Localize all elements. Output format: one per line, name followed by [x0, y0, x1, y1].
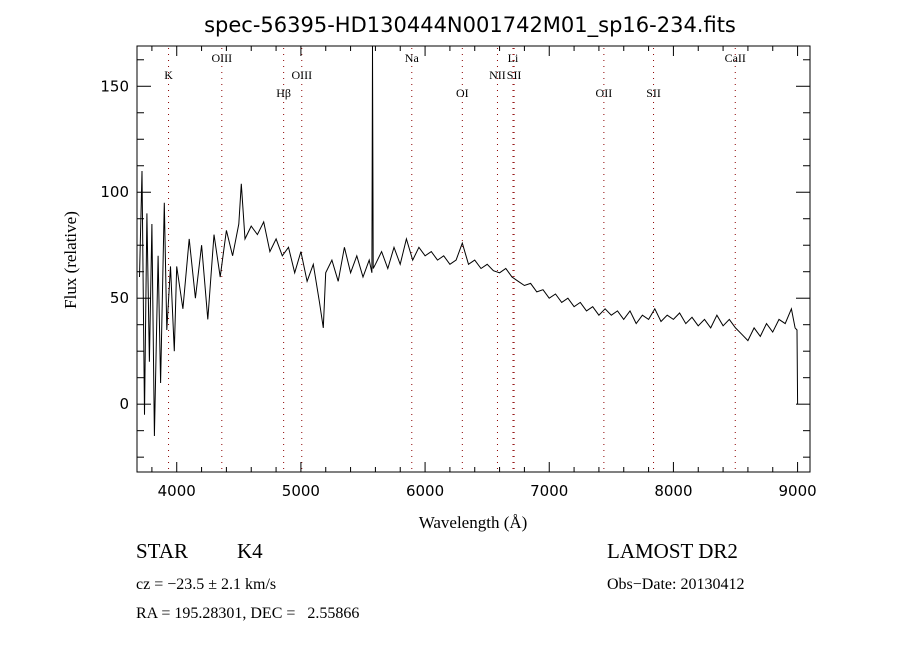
plot-frame: [136, 45, 811, 473]
chart-title: spec-56395-HD130444N001742M01_sp16-234.f…: [204, 13, 736, 38]
x-tick-label: 5000: [282, 482, 320, 500]
line-marker-label: CaII: [725, 51, 746, 65]
line-marker-label: Na: [405, 51, 420, 65]
x-tick-label: 4000: [158, 482, 196, 500]
line-marker-label: SII: [646, 86, 661, 100]
x-axis-label: Wavelength (Å): [419, 513, 528, 532]
y-tick-label: 100: [100, 183, 129, 201]
x-tick-label: 7000: [530, 482, 568, 500]
x-tick-label: 8000: [654, 482, 692, 500]
line-marker-label: K: [164, 68, 173, 82]
line-marker-label: Li: [508, 51, 519, 65]
line-marker-label: OIII: [291, 68, 312, 82]
survey-name: LAMOST DR2: [607, 539, 738, 563]
coordinates: RA = 195.28301, DEC = 2.55866: [136, 605, 359, 622]
x-tick-label: 9000: [778, 482, 816, 500]
object-subclass: K4: [237, 539, 263, 563]
line-marker-label: OII: [596, 86, 613, 100]
obs-date: Obs−Date: 20130412: [607, 576, 744, 593]
line-marker-label: NII: [489, 68, 506, 82]
x-tick-label: 6000: [406, 482, 444, 500]
y-tick-label: 0: [119, 395, 129, 413]
y-tick-label: 50: [110, 289, 129, 307]
axis-ticks: 4000 5000 6000 7000 8000 9000 0 50 100 150: [100, 46, 817, 500]
y-tick-label: 150: [100, 77, 129, 95]
line-marker-label: SII: [507, 68, 522, 82]
line-marker-label: OIII: [211, 51, 232, 65]
line-marker-label: Hβ: [276, 86, 291, 100]
spectrum-line: [139, 45, 799, 437]
line-marker-label: OI: [456, 86, 469, 100]
y-axis-label: Flux (relative): [61, 211, 80, 309]
redshift-cz: cz = −23.5 ± 2.1 km/s: [136, 576, 276, 593]
object-class: STAR: [136, 539, 188, 563]
